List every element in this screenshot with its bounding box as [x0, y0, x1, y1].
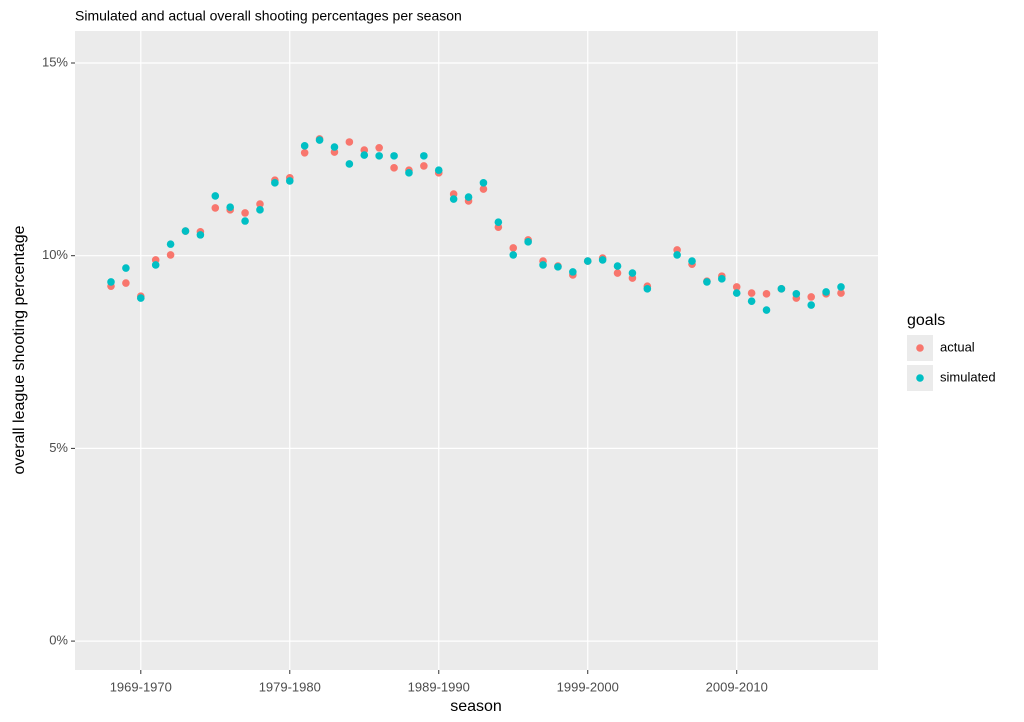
point	[509, 251, 518, 259]
point	[777, 285, 786, 293]
x-tick-label: 2009-2010	[706, 679, 768, 694]
point	[122, 264, 130, 272]
point	[598, 256, 607, 264]
point	[256, 206, 264, 214]
point	[151, 261, 160, 269]
point	[613, 262, 622, 270]
point	[226, 203, 234, 211]
legend-label: simulated	[940, 369, 996, 384]
point	[107, 278, 115, 286]
panel	[75, 31, 878, 670]
point	[390, 164, 398, 172]
point	[256, 200, 264, 208]
point	[315, 136, 324, 144]
x-axis-label: season	[450, 698, 502, 715]
x-tick-label: 1999-2000	[557, 679, 619, 694]
point	[479, 179, 488, 187]
point	[807, 301, 816, 309]
point	[643, 285, 652, 293]
point	[360, 151, 369, 159]
point	[628, 269, 637, 277]
point	[300, 148, 309, 157]
point	[479, 185, 488, 193]
point	[345, 138, 354, 146]
point	[330, 143, 339, 151]
point	[747, 297, 756, 305]
point	[762, 290, 771, 298]
point	[211, 204, 220, 212]
y-tick-label: 10%	[42, 247, 68, 262]
point	[166, 251, 175, 259]
point	[569, 268, 577, 276]
point	[390, 152, 398, 160]
point	[241, 209, 249, 217]
chart-title: Simulated and actual overall shooting pe…	[75, 8, 462, 24]
point	[792, 290, 801, 298]
point	[241, 217, 249, 225]
point	[300, 142, 309, 150]
point	[285, 177, 294, 185]
point	[449, 195, 458, 203]
point	[583, 257, 592, 265]
y-axis-label: overall league shooting percentage	[11, 225, 28, 474]
legend-title: goals	[907, 312, 945, 329]
x-tick-label: 1989-1990	[408, 679, 470, 694]
point	[181, 227, 190, 235]
point	[554, 263, 562, 271]
point	[732, 289, 741, 297]
legend-marker	[916, 344, 924, 352]
y-tick-label: 5%	[49, 440, 68, 455]
point	[747, 289, 756, 297]
point	[211, 192, 220, 200]
point	[196, 231, 205, 239]
point	[345, 160, 354, 168]
point	[837, 283, 845, 291]
point	[673, 251, 681, 259]
y-tick-label: 15%	[42, 54, 68, 69]
point	[136, 294, 145, 302]
point	[271, 179, 279, 187]
point	[732, 283, 741, 291]
point	[613, 269, 622, 277]
point	[434, 166, 443, 174]
point	[464, 193, 473, 201]
point	[405, 169, 413, 177]
y-tick-label: 0%	[49, 633, 68, 648]
point	[509, 244, 518, 252]
point	[837, 289, 845, 297]
point	[762, 306, 771, 314]
legend-label: actual	[940, 339, 975, 354]
point	[166, 240, 175, 248]
point	[420, 162, 428, 170]
point	[524, 238, 532, 246]
point	[375, 152, 383, 160]
x-tick-label: 1979-1980	[259, 679, 321, 694]
legend-marker	[916, 374, 924, 382]
point	[494, 218, 503, 226]
point	[688, 257, 696, 265]
point	[807, 293, 816, 301]
point	[420, 152, 428, 160]
point	[122, 279, 130, 287]
x-tick-label: 1969-1970	[110, 679, 172, 694]
point	[822, 288, 830, 296]
point	[539, 261, 547, 269]
point	[718, 275, 726, 283]
point	[375, 143, 383, 152]
point	[703, 278, 711, 286]
